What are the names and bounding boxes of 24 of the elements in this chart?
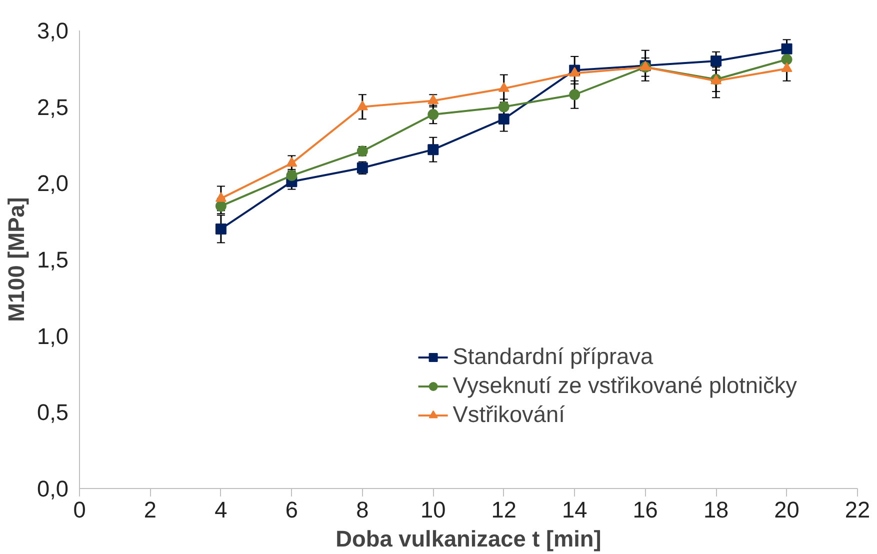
x-tick-label: 12 <box>491 496 516 522</box>
y-tick-label: 1,0 <box>37 322 69 349</box>
y-tick-label: 3,0 <box>37 18 69 44</box>
y-tick-label: 0,0 <box>37 476 69 502</box>
x-tick-label: 2 <box>144 496 157 522</box>
x-tick-label: 18 <box>703 496 729 522</box>
x-tick-label: 6 <box>285 496 298 522</box>
y-tick-label: 0,5 <box>37 399 69 426</box>
x-tick-label: 8 <box>356 496 369 522</box>
y-tick-label: 2,0 <box>37 170 69 196</box>
legend-label: Vyseknutí ze vstřikované plotničky <box>452 372 797 399</box>
x-tick-label: 14 <box>562 496 588 522</box>
y-tick-label: 2,5 <box>37 94 69 120</box>
x-tick-label: 20 <box>774 496 800 522</box>
x-axis-title: Doba vulkanizace t [min] <box>336 526 602 552</box>
x-tick-label: 0 <box>73 496 86 522</box>
x-tick-label: 16 <box>632 496 658 522</box>
y-axis-title: M100 [MPa] <box>3 197 30 322</box>
legend-label: Standardní příprava <box>452 343 654 370</box>
x-tick-label: 10 <box>420 496 446 522</box>
x-tick-label: 22 <box>844 496 870 522</box>
x-tick-label: 4 <box>214 496 228 522</box>
y-tick-label: 1,5 <box>37 246 69 272</box>
legend-label: Vstřikování <box>452 401 565 428</box>
